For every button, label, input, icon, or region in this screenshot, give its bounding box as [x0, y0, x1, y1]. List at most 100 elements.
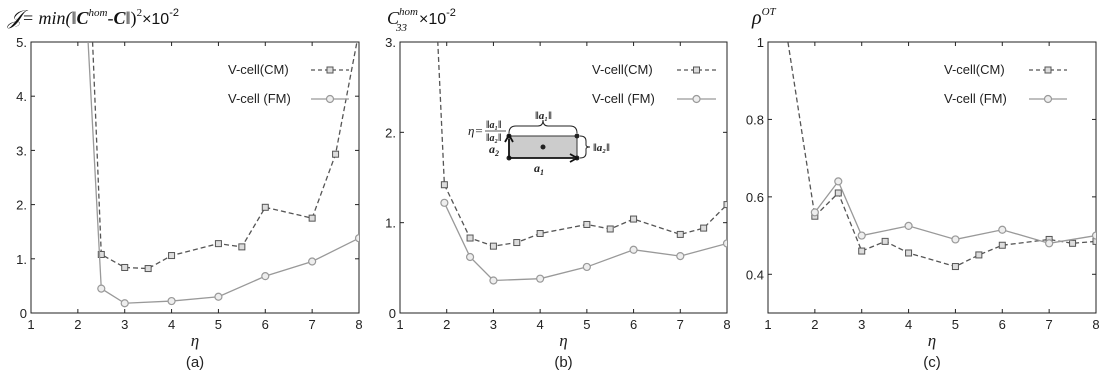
title-c-sup: OT — [762, 6, 777, 18]
panel-c-ytick-label-2: 0.8 — [746, 112, 764, 127]
panel-a-legend-marker-fm — [325, 94, 335, 104]
panel-c-legend-marker-fm — [1043, 94, 1053, 104]
panel-a-point-fm-1 — [97, 284, 106, 293]
title-a-dash: - — [107, 8, 113, 28]
title-c-rho: ρ — [751, 7, 762, 29]
panel-c-line-fm — [814, 180, 1096, 244]
panel-b-title: Chom 33 ×10-2 — [387, 6, 456, 34]
panel-c-legend-marker-cm — [1044, 66, 1052, 74]
panel-b-point-fm-1 — [465, 252, 475, 262]
panel-a-xtick-label-1: 2 — [74, 317, 81, 332]
panel-a-point-cm-5 — [214, 240, 222, 248]
panel-c-point-fm-2 — [857, 231, 866, 240]
panel-c-point-cm-3 — [858, 247, 866, 255]
panel-b-point-cm-7 — [606, 225, 614, 233]
panel-c-xtick-label-6: 7 — [1046, 317, 1053, 332]
panel-a-xlabel: η — [191, 331, 199, 350]
panel-a-point-cm-7 — [261, 203, 269, 211]
panel-c-xtick-label-4: 5 — [952, 317, 959, 332]
panel-c-legend-label-cm: V-cell(CM) — [944, 62, 1005, 77]
title-b-exp: -2 — [446, 7, 456, 19]
panel-b-frame — [399, 41, 728, 314]
panel-c-ytick-label-1: 0.6 — [746, 190, 764, 205]
inset-diagram: η= ‖a₁‖ ‖a₂‖ ‖a₁‖ a2 a1 ‖a₂‖ — [468, 110, 610, 177]
panel-b-point-fm-4 — [582, 262, 591, 272]
panel-a-point-fm-2 — [120, 299, 129, 308]
panel-b-ytick-label-2: 2. — [385, 125, 396, 140]
title-a-close: ‖) — [126, 8, 137, 29]
panel-b-legend-marker-cm — [693, 66, 700, 74]
panel-c: 1 2 3 4 5 6 7 8 0.4 0.6 0.8 1 η (c) V-cell(CM) V-cell (… — [746, 35, 1100, 371]
panel-a-point-fm-7 — [354, 234, 359, 243]
panel-a-ytick-label-0: 0 — [20, 306, 27, 321]
panel-c-legend: V-cell(CM) V-cell (FM) — [944, 62, 1067, 106]
panel-a-xtick-label-3: 4 — [168, 317, 175, 332]
panel-b-xtick-label-5: 6 — [630, 317, 637, 332]
inset-center-dot — [540, 144, 546, 150]
panel-a-ytick-label-1: 1. — [16, 252, 27, 267]
panel-b-point-cm-10 — [700, 224, 708, 232]
panel-a-point-cm-9 — [332, 150, 340, 158]
inset-norm-a2: ‖a₂‖ — [593, 142, 610, 154]
panel-b-legend-marker-fm — [692, 94, 701, 104]
panel-a-point-cm-8 — [308, 214, 316, 222]
panel-a-point-cm-1 — [97, 250, 105, 258]
panel-c-point-fm-3 — [904, 221, 913, 230]
panel-b: 1 2 3 4 5 6 7 8 0 1. 2. 3. η (b) V-cell(CM) V-cell (FM) — [385, 35, 730, 371]
inset-vector-a1-head — [569, 153, 579, 163]
panel-a-legend-label-cm: V-cell(CM) — [228, 62, 289, 77]
panel-b-ytick-label-0: 0 — [389, 306, 396, 321]
title-a-hom: hom — [89, 7, 108, 19]
panel-b-point-cm-2 — [466, 234, 474, 242]
panel-c-point-cm-11 — [1092, 237, 1096, 245]
panel-c-xtick-label-1: 2 — [811, 317, 818, 332]
panel-a-line-cm — [91, 42, 358, 270]
panel-b-point-fm-2 — [489, 276, 498, 285]
panel-a-ytick-label-3: 3. — [16, 143, 27, 158]
panel-c-series-fm — [810, 177, 1096, 248]
title-b-c: C — [387, 8, 400, 28]
inset-eta-label: η= — [468, 123, 483, 138]
inset-frac-num: ‖a₁‖ — [486, 120, 501, 131]
panel-a-series-cm — [91, 42, 358, 273]
panel-a-title: 𝒥= min(‖Chom-C‖)2×10-2 — [7, 5, 179, 29]
panel-a-xtick-label-5: 6 — [262, 317, 269, 332]
panel-c-legend-label-fm: V-cell (FM) — [944, 91, 1007, 106]
panel-a-line-fm — [87, 42, 359, 304]
panel-a-point-cm-3 — [144, 265, 152, 273]
panel-a-legend-marker-cm — [326, 66, 334, 74]
panel-b-xtick-label-6: 7 — [677, 317, 684, 332]
panel-b-point-fm-6 — [676, 251, 685, 261]
panel-a-point-fm-3 — [167, 296, 176, 306]
panel-a-xtick-label-4: 5 — [215, 317, 222, 332]
panel-c-xtick-label-0: 1 — [764, 317, 771, 332]
panel-b-legend-label-cm: V-cell(CM) — [592, 62, 653, 77]
panel-b-xtick-label-3: 4 — [537, 317, 544, 332]
panel-c-point-fm-5 — [998, 225, 1007, 234]
inset-label-a2: a2 — [489, 142, 499, 158]
panel-b-point-cm-9 — [676, 230, 684, 238]
panel-b-xtick-label-4: 5 — [583, 317, 590, 332]
inset-label-a1: a1 — [534, 161, 544, 177]
panel-b-series-cm — [437, 42, 727, 250]
title-a-chat: C — [113, 8, 126, 28]
title-a-eq: = min(‖ — [22, 8, 77, 29]
panel-a-xtick-label-6: 7 — [309, 317, 316, 332]
panel-b-point-cm-6 — [583, 220, 591, 228]
inset-top-brace — [508, 119, 578, 134]
panel-a-point-fm-5 — [261, 272, 270, 281]
panel-a-xtick-label-2: 3 — [121, 317, 128, 332]
panel-c-point-fm-0 — [810, 208, 819, 217]
panel-a-point-cm-6 — [238, 243, 246, 251]
panel-a-series-fm — [87, 42, 359, 308]
panel-b-point-fm-7 — [722, 239, 727, 248]
panel-c-point-cm-5 — [905, 249, 913, 257]
panel-a-point-cm-2 — [121, 263, 129, 271]
title-b-times: ×10 — [419, 11, 446, 28]
panel-a-ytick-label-2: 2. — [16, 198, 27, 213]
panel-b-series-fm — [440, 198, 727, 285]
title-b-hom: hom — [399, 6, 418, 18]
inset-norm-a1: ‖a₁‖ — [535, 110, 552, 122]
panel-b-point-cm-1 — [440, 181, 448, 189]
